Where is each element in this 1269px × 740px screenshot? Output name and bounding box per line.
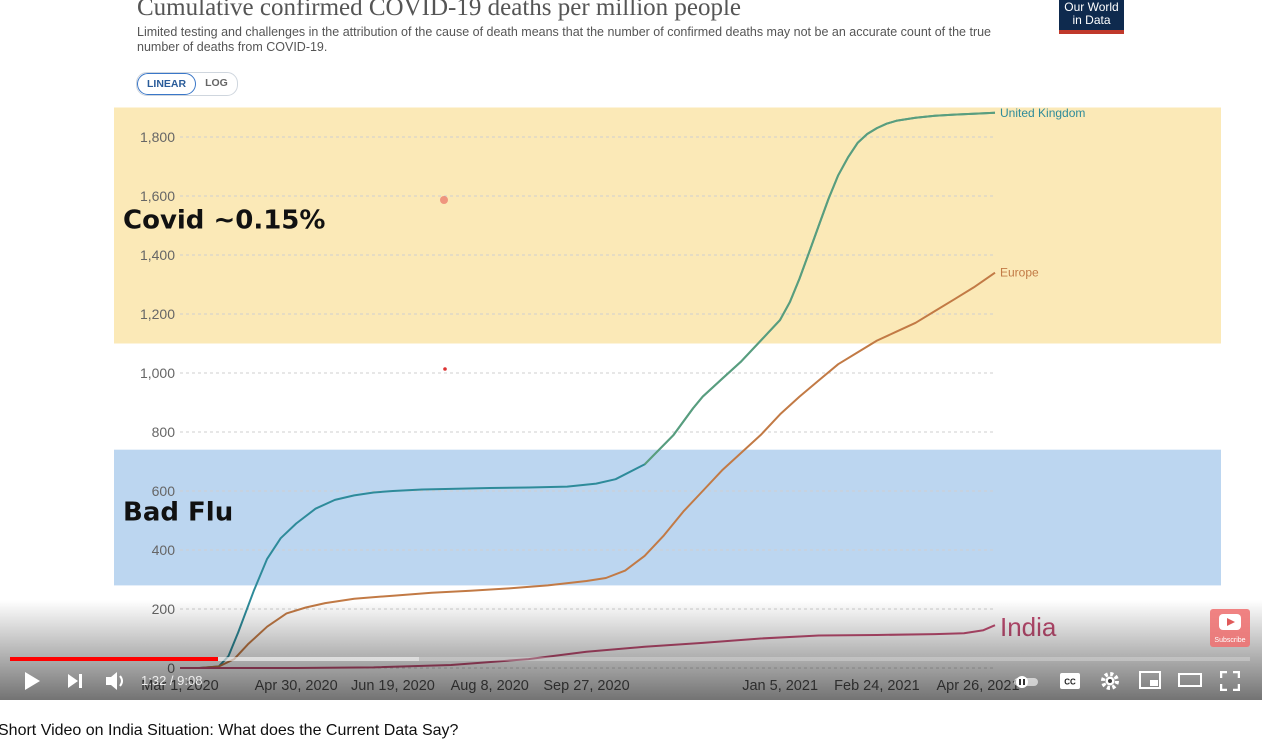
video-title: Short Video on India Situation: What doe… — [0, 722, 459, 739]
time-display: 1:32 / 9:08 — [141, 673, 203, 688]
next-button[interactable] — [66, 673, 84, 689]
y-tick-label: 800 — [152, 424, 176, 440]
fullscreen-icon — [1220, 671, 1240, 691]
y-tick-label: 1,400 — [140, 247, 175, 263]
next-icon — [68, 674, 82, 688]
band-annotation: Covid ~0.15% — [123, 205, 325, 235]
y-tick-label: 600 — [152, 483, 176, 499]
fullscreen-button[interactable] — [1220, 671, 1240, 691]
chart-subtitle: Limited testing and challenges in the at… — [137, 25, 992, 54]
chart-title: Cumulative confirmed COVID-19 deaths per… — [137, 0, 742, 21]
logo-line-1: Our World — [1064, 0, 1119, 14]
line-chart: 02004006008001,0001,2001,4001,6001,800Ma… — [114, 106, 1221, 694]
subscribe-watermark[interactable]: Subscribe — [1210, 609, 1250, 647]
y-tick-label: 1,600 — [140, 188, 175, 204]
series-label: Europe — [1000, 266, 1039, 280]
logo-line-2: in Data — [1072, 13, 1111, 27]
svg-text:CC: CC — [1064, 678, 1076, 687]
play-button[interactable] — [22, 671, 42, 691]
theater-mode-button[interactable] — [1178, 673, 1202, 687]
captions-icon: CC — [1060, 673, 1080, 689]
autoplay-toggle[interactable] — [1014, 675, 1040, 689]
log-scale-button[interactable]: LOG — [205, 77, 228, 89]
y-tick-label: 1,200 — [140, 306, 175, 322]
band-annotation: Bad Flu — [123, 498, 233, 528]
y-tick-label: 1,000 — [140, 365, 175, 381]
highlight-band-0 — [114, 107, 1221, 344]
autoplay-toggle-icon — [1014, 676, 1038, 688]
miniplayer-icon — [1139, 671, 1161, 689]
volume-icon — [106, 672, 123, 690]
linear-scale-button[interactable]: LINEAR — [137, 73, 197, 95]
series-line-late-united-kingdom — [643, 111, 996, 466]
play-icon — [25, 672, 40, 690]
subscribe-label: Subscribe — [1214, 637, 1246, 644]
youtube-logo-icon — [1219, 614, 1241, 630]
series-label: United Kingdom — [1000, 106, 1085, 120]
scale-toggle: LINEAR LOG — [136, 72, 238, 96]
highlight-band-1 — [114, 449, 1221, 586]
theater-mode-icon — [1178, 673, 1202, 687]
volume-button[interactable] — [104, 670, 128, 692]
y-tick-label: 1,800 — [140, 129, 175, 145]
video-player[interactable]: Cumulative confirmed COVID-19 deaths per… — [0, 0, 1262, 700]
progress-bar[interactable] — [10, 657, 1250, 661]
captions-button[interactable]: CC — [1060, 673, 1080, 689]
miniplayer-button[interactable] — [1139, 671, 1161, 689]
controls-gradient — [0, 600, 1262, 700]
owid-logo: Our World in Data — [1059, 0, 1124, 34]
y-tick-label: 400 — [152, 542, 176, 558]
settings-button[interactable] — [1100, 671, 1120, 691]
cursor-dot — [443, 367, 447, 371]
gear-icon — [1101, 672, 1119, 690]
progress-played — [10, 657, 219, 661]
mouse-pointer-highlight — [440, 196, 448, 204]
